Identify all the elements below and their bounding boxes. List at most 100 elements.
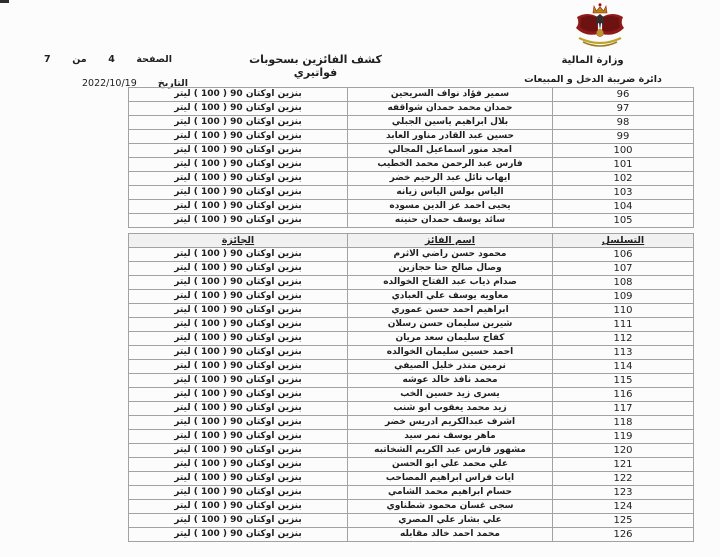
- serial-cell: 119: [552, 429, 694, 444]
- winner-name-cell: حمدان محمد حمدان شواقفه: [347, 101, 553, 116]
- prize-cell: بنزين اوكتان 90 ( 100 ) ليتر: [128, 499, 348, 514]
- table-row: 123 حسام ابراهيم محمد الشامي بنزين اوكتا…: [128, 485, 694, 500]
- winner-name-cell: شيرين سليمان حسن رسلان: [347, 317, 553, 332]
- winner-name-cell: الياس بولس الياس زيانه: [347, 185, 553, 200]
- table-row: 116 يسرى زيد حسين الخب بنزين اوكتان 90 (…: [128, 387, 694, 402]
- serial-cell: 113: [552, 345, 694, 360]
- prize-cell: بنزين اوكتان 90 ( 100 ) ليتر: [128, 345, 348, 360]
- prize-cell: بنزين اوكتان 90 ( 100 ) ليتر: [128, 115, 348, 130]
- table-row: 117 زيد محمد يعقوب ابو شنب بنزين اوكتان …: [128, 401, 694, 416]
- table-row: 122 ايات فراس ابراهيم المصاحب بنزين اوكت…: [128, 471, 694, 486]
- serial-cell: 104: [552, 199, 694, 214]
- table-row: 125 علي بشار علي المصري بنزين اوكتان 90 …: [128, 513, 694, 528]
- serial-cell: 125: [552, 513, 694, 528]
- prize-cell: بنزين اوكتان 90 ( 100 ) ليتر: [128, 485, 348, 500]
- prize-cell: بنزين اوكتان 90 ( 100 ) ليتر: [128, 373, 348, 388]
- prize-cell: بنزين اوكتان 90 ( 100 ) ليتر: [128, 157, 348, 172]
- winner-name-cell: يحيى احمد عز الدين مسوده: [347, 199, 553, 214]
- serial-cell: 109: [552, 289, 694, 304]
- date-label: التاريخ: [157, 78, 188, 89]
- serial-cell: 121: [552, 457, 694, 472]
- serial-cell: 115: [552, 373, 694, 388]
- prize-cell: بنزين اوكتان 90 ( 100 ) ليتر: [128, 87, 348, 102]
- serial-cell: 97: [552, 101, 694, 116]
- winner-name-cell: محمد احمد خالد مقابله: [347, 527, 553, 542]
- serial-cell: 100: [552, 143, 694, 158]
- prize-cell: بنزين اوكتان 90 ( 100 ) ليتر: [128, 331, 348, 346]
- column-header-serial: التسلسل: [552, 233, 694, 248]
- prize-cell: بنزين اوكتان 90 ( 100 ) ليتر: [128, 213, 348, 228]
- winner-name-cell: سجى غسان محمود شطناوي: [347, 499, 553, 514]
- prize-cell: بنزين اوكتان 90 ( 100 ) ليتر: [128, 185, 348, 200]
- serial-cell: 126: [552, 527, 694, 542]
- table-row: 102 ايهاب نائل عبد الرحيم خضر بنزين اوكت…: [128, 171, 694, 186]
- winner-name-cell: ماهر يوسف نمر سيد: [347, 429, 553, 444]
- serial-cell: 122: [552, 471, 694, 486]
- table-row: 106 محمود حسن راضي الاثرم بنزين اوكتان 9…: [128, 247, 694, 262]
- prize-cell: بنزين اوكتان 90 ( 100 ) ليتر: [128, 443, 348, 458]
- winner-name-cell: نرمين منذر خليل الصيفي: [347, 359, 553, 374]
- serial-cell: 114: [552, 359, 694, 374]
- winner-name-cell: ابراهيم احمد حسن عموري: [347, 303, 553, 318]
- serial-cell: 101: [552, 157, 694, 172]
- serial-cell: 111: [552, 317, 694, 332]
- winner-name-cell: احمد حسين سليمان الخوالده: [347, 345, 553, 360]
- serial-cell: 99: [552, 129, 694, 144]
- table-row: 126 محمد احمد خالد مقابله بنزين اوكتان 9…: [128, 527, 694, 542]
- serial-cell: 98: [552, 115, 694, 130]
- table-row: 104 يحيى احمد عز الدين مسوده بنزين اوكتا…: [128, 199, 694, 214]
- table-row: 107 وصال صالح حنا حجازين بنزين اوكتان 90…: [128, 261, 694, 276]
- winner-name-cell: مشهور فارس عبد الكريم الشخاتبه: [347, 443, 553, 458]
- serial-cell: 120: [552, 443, 694, 458]
- winner-name-cell: صدام ذياب عبد الفتاح الخوالده: [347, 275, 553, 290]
- winner-name-cell: سمير فؤاد نواف السريحين: [347, 87, 553, 102]
- serial-cell: 123: [552, 485, 694, 500]
- total-pages: 7: [44, 54, 51, 65]
- serial-cell: 116: [552, 387, 694, 402]
- winner-name-cell: زيد محمد يعقوب ابو شنب: [347, 401, 553, 416]
- serial-cell: 96: [552, 87, 694, 102]
- winner-name-cell: محمود حسن راضي الاثرم: [347, 247, 553, 262]
- table-row: 114 نرمين منذر خليل الصيفي بنزين اوكتان …: [128, 359, 694, 374]
- prize-cell: بنزين اوكتان 90 ( 100 ) ليتر: [128, 387, 348, 402]
- table-row: 96 سمير فؤاد نواف السريحين بنزين اوكتان …: [128, 87, 694, 102]
- winner-name-cell: وصال صالح حنا حجازين: [347, 261, 553, 276]
- prize-cell: بنزين اوكتان 90 ( 100 ) ليتر: [128, 261, 348, 276]
- table-row: 105 سائد يوسف حمدان حنينه بنزين اوكتان 9…: [128, 213, 694, 228]
- winner-name-cell: علي بشار علي المصري: [347, 513, 553, 528]
- prize-cell: بنزين اوكتان 90 ( 100 ) ليتر: [128, 199, 348, 214]
- table-row: 121 علي محمد علي ابو الحسن بنزين اوكتان …: [128, 457, 694, 472]
- winners-table: التسلسل اسم الفائز الجائزة 106 محمود حسن…: [128, 233, 694, 542]
- winner-name-cell: كفاح سليمان سعد مريان: [347, 331, 553, 346]
- winner-name-cell: بلال ابراهيم ياسين الجبلي: [347, 115, 553, 130]
- prize-cell: بنزين اوكتان 90 ( 100 ) ليتر: [128, 527, 348, 542]
- table-row: 98 بلال ابراهيم ياسين الجبلي بنزين اوكتا…: [128, 115, 694, 130]
- scan-corner-mark: [0, 0, 9, 3]
- table-row: 110 ابراهيم احمد حسن عموري بنزين اوكتان …: [128, 303, 694, 318]
- table-row: 97 حمدان محمد حمدان شواقفه بنزين اوكتان …: [128, 101, 694, 116]
- serial-cell: 110: [552, 303, 694, 318]
- table-row: 103 الياس بولس الياس زيانه بنزين اوكتان …: [128, 185, 694, 200]
- serial-cell: 106: [552, 247, 694, 262]
- table-row: 119 ماهر يوسف نمر سيد بنزين اوكتان 90 ( …: [128, 429, 694, 444]
- date-value: 2022/10/19: [82, 78, 137, 89]
- serial-cell: 102: [552, 171, 694, 186]
- serial-cell: 118: [552, 415, 694, 430]
- table-header-row: التسلسل اسم الفائز الجائزة: [128, 233, 694, 248]
- prize-cell: بنزين اوكتان 90 ( 100 ) ليتر: [128, 471, 348, 486]
- winner-name-cell: ايات فراس ابراهيم المصاحب: [347, 471, 553, 486]
- prize-cell: بنزين اوكتان 90 ( 100 ) ليتر: [128, 429, 348, 444]
- page-label: الصفحة: [136, 54, 172, 65]
- prize-cell: بنزين اوكتان 90 ( 100 ) ليتر: [128, 303, 348, 318]
- serial-cell: 103: [552, 185, 694, 200]
- page-indicator: الصفحة 4 من 7: [44, 54, 172, 65]
- serial-cell: 124: [552, 499, 694, 514]
- winner-name-cell: حسام ابراهيم محمد الشامي: [347, 485, 553, 500]
- table-row: 111 شيرين سليمان حسن رسلان بنزين اوكتان …: [128, 317, 694, 332]
- prize-cell: بنزين اوكتان 90 ( 100 ) ليتر: [128, 247, 348, 262]
- table-row: 100 امجد منور اسماعيل المجالي بنزين اوكت…: [128, 143, 694, 158]
- table-row: 124 سجى غسان محمود شطناوي بنزين اوكتان 9…: [128, 499, 694, 514]
- table-row: 118 اشرف عبدالكريم ادريس خضر بنزين اوكتا…: [128, 415, 694, 430]
- table-row: 99 حسين عبد القادر مناور العابد بنزين او…: [128, 129, 694, 144]
